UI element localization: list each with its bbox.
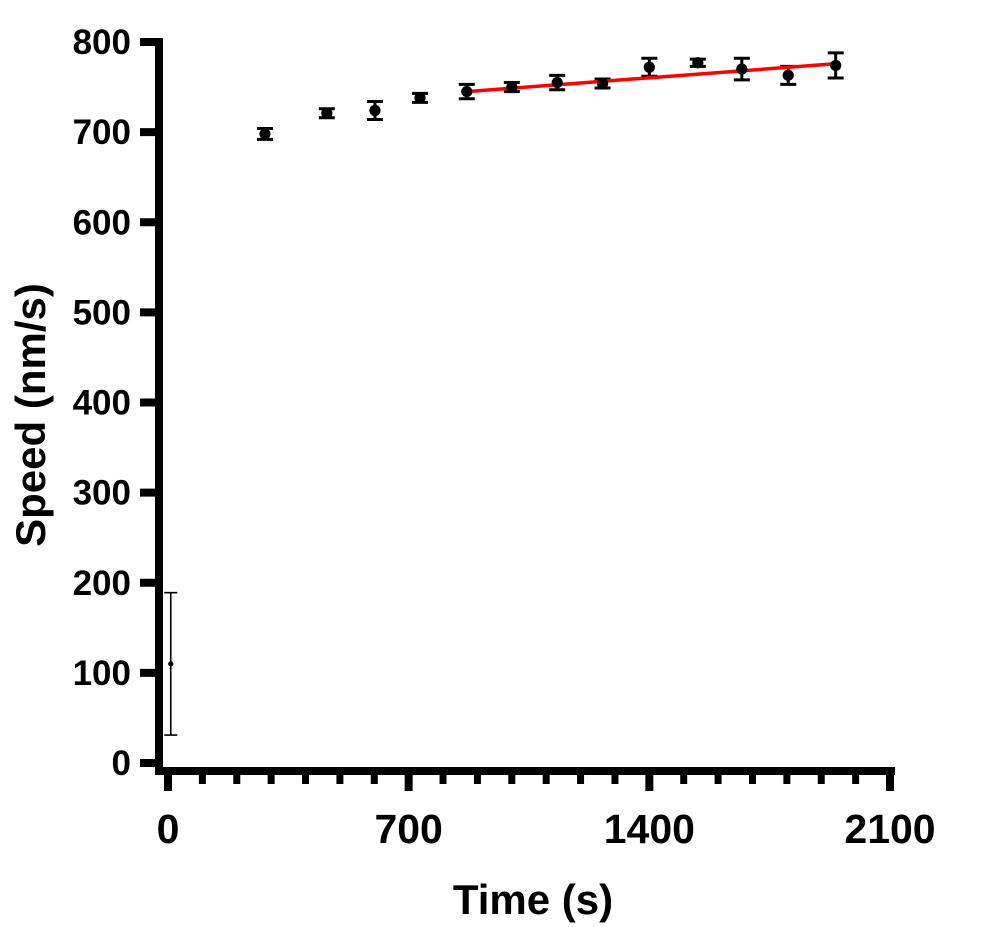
x-axis-minor-tick [336, 775, 344, 784]
x-axis-minor-tick [267, 775, 275, 784]
data-point-marker [551, 76, 563, 89]
x-axis-minor-tick [817, 775, 825, 784]
data-point-marker [461, 85, 473, 98]
x-axis-minor-tick [370, 775, 378, 784]
y-axis-tick-label: 200 [73, 564, 131, 603]
fit-line-layer [466, 61, 837, 94]
data-point-marker [259, 128, 271, 140]
x-axis-minor-tick [577, 775, 585, 784]
x-axis-minor-tick [748, 775, 756, 784]
y-axis-tick [140, 38, 155, 46]
x-axis-tick-label: 0 [157, 806, 180, 852]
y-axis-tick-label: 400 [73, 384, 131, 423]
y-axis-tick [140, 759, 155, 767]
markers-layer [168, 57, 842, 667]
y-axis-tick [140, 578, 155, 587]
y-axis-tick-label: 800 [73, 23, 131, 62]
x-axis-minor-tick [680, 775, 688, 784]
y-axis-tick [140, 668, 155, 677]
data-point-marker [643, 61, 655, 73]
x-axis-tick [886, 775, 894, 791]
error-bars-layer [164, 51, 844, 736]
y-axis-title: Speed (nm/s) [7, 283, 54, 547]
x-axis-minor-tick [439, 775, 447, 784]
y-axis-tick-label: 100 [73, 654, 131, 693]
x-axis-spine [155, 767, 895, 775]
data-point-marker [321, 107, 333, 119]
y-axis-tick-label: 300 [73, 474, 131, 513]
x-axis-minor-tick [508, 775, 516, 784]
x-axis-title: Time (s) [453, 876, 613, 923]
x-axis-minor-tick [611, 775, 619, 784]
x-axis-tick-label: 700 [374, 806, 442, 852]
data-point-marker [369, 104, 381, 117]
y-axis-tick [140, 488, 155, 497]
data-point-marker [736, 63, 748, 75]
x-axis-tick [404, 775, 413, 791]
y-axis-tick [140, 218, 155, 227]
data-point-marker [692, 57, 704, 69]
x-axis-minor-tick [852, 775, 860, 784]
titles-layer: Time (s) Speed (nm/s) [7, 283, 613, 923]
x-axis-tick [645, 775, 654, 791]
y-axis-tick-label: 500 [73, 293, 131, 332]
data-point-marker [782, 69, 794, 81]
axes-layer: 0 100 200 300 400 500 600 700 800 0 700 1400 2100 [73, 23, 936, 852]
y-axis-tick-label: 0 [112, 744, 131, 783]
fit-line [466, 61, 837, 94]
y-axis-tick [140, 128, 155, 137]
data-point-marker [414, 92, 426, 104]
x-axis-tick-label: 1400 [604, 806, 695, 852]
x-axis-minor-tick [198, 775, 206, 784]
y-axis-tick [140, 308, 155, 317]
y-axis-tick [140, 398, 155, 407]
x-axis-minor-tick [233, 775, 241, 784]
x-axis-minor-tick [542, 775, 550, 784]
x-axis-minor-tick [783, 775, 791, 784]
data-point-marker [596, 77, 609, 90]
x-axis-tick-label: 2100 [844, 806, 935, 852]
data-point-marker [168, 661, 174, 667]
x-axis-minor-tick [473, 775, 481, 784]
y-axis-tick-label: 600 [73, 203, 131, 242]
y-axis-tick-label: 700 [73, 113, 131, 152]
x-axis-tick [164, 775, 172, 791]
data-point-marker [506, 81, 518, 93]
data-point-marker [830, 59, 842, 72]
x-axis-minor-tick [714, 775, 722, 784]
y-axis-spine [155, 38, 163, 775]
x-axis-minor-tick [302, 775, 310, 784]
